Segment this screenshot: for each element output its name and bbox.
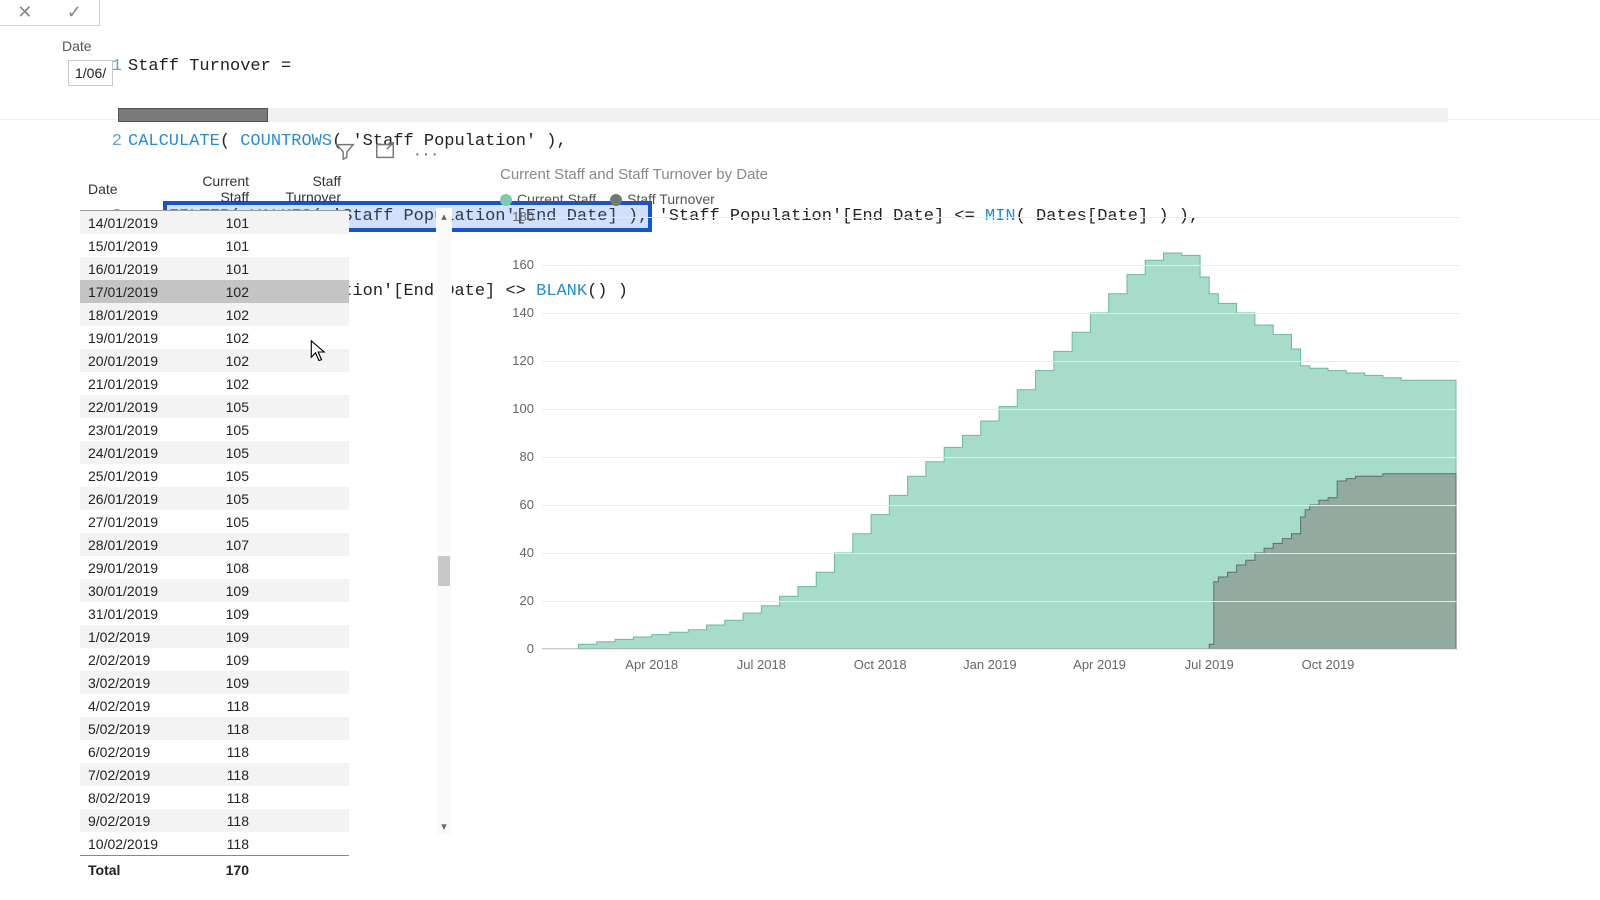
table-row[interactable]: 19/01/2019102	[80, 326, 349, 349]
table-row[interactable]: 1/02/2019109	[80, 625, 349, 648]
scroll-down-icon[interactable]: ▾	[436, 818, 452, 834]
table-row[interactable]: 3/02/2019109	[80, 671, 349, 694]
table-row[interactable]: 5/02/2019118	[80, 717, 349, 740]
table-row[interactable]: 10/02/2019118	[80, 832, 349, 855]
col-current-staff[interactable]: Current Staff	[166, 168, 257, 211]
y-tick-label: 80	[500, 449, 534, 464]
y-tick-label: 120	[500, 353, 534, 368]
table-row[interactable]: 7/02/2019118	[80, 763, 349, 786]
legend-item-turnover[interactable]: Staff Turnover	[610, 191, 715, 207]
formula-bar-region: ✕ ✓ Date 1/06/ 1Staff Turnover = 2CALCUL…	[0, 0, 1600, 120]
table-vertical-scrollbar[interactable]: ▴ ▾	[436, 208, 452, 834]
x-tick-label: Apr 2019	[1073, 657, 1126, 672]
table-row[interactable]: 28/01/2019107	[80, 533, 349, 556]
x-tick-label: Apr 2018	[625, 657, 678, 672]
vscroll-thumb[interactable]	[438, 556, 450, 586]
more-icon[interactable]: ···	[414, 143, 440, 166]
table-row[interactable]: 25/01/2019105	[80, 464, 349, 487]
focus-icon[interactable]	[374, 140, 396, 168]
y-tick-label: 20	[500, 593, 534, 608]
table-row[interactable]: 31/01/2019109	[80, 602, 349, 625]
table-row[interactable]: 2/02/2019109	[80, 648, 349, 671]
table-visual[interactable]: Date Current Staff Staff Turnover 14/01/…	[80, 168, 435, 868]
col-staff-turnover[interactable]: Staff Turnover	[257, 168, 349, 211]
formula-horizontal-scrollbar[interactable]	[118, 108, 1448, 122]
table-row[interactable]: 18/01/2019102	[80, 303, 349, 326]
chart-legend: Current Staff Staff Turnover	[500, 191, 1480, 207]
table-row[interactable]: 16/01/2019101	[80, 257, 349, 280]
table-row[interactable]: 22/01/2019105	[80, 395, 349, 418]
filter-icon[interactable]	[334, 140, 356, 168]
table-row[interactable]: 8/02/2019118	[80, 786, 349, 809]
table-row[interactable]: 6/02/2019118	[80, 740, 349, 763]
table-total-row: Total 170	[80, 856, 349, 885]
table-row[interactable]: 9/02/2019118	[80, 809, 349, 832]
accept-icon[interactable]: ✓	[50, 0, 100, 25]
table-row[interactable]: 4/02/2019118	[80, 694, 349, 717]
formula-commit-buttons: ✕ ✓	[0, 0, 100, 26]
area-chart-visual[interactable]: Current Staff and Staff Turnover by Date…	[500, 166, 1480, 746]
table-row[interactable]: 14/01/2019101	[80, 211, 349, 235]
y-tick-label: 40	[500, 545, 534, 560]
table-row[interactable]: 30/01/2019109	[80, 579, 349, 602]
table-row[interactable]: 15/01/2019101	[80, 234, 349, 257]
table-row[interactable]: 21/01/2019102	[80, 372, 349, 395]
total-value: 170	[178, 856, 257, 885]
scroll-up-icon[interactable]: ▴	[436, 208, 452, 224]
visual-header-icons: ···	[334, 140, 440, 168]
legend-item-current[interactable]: Current Staff	[500, 191, 596, 207]
data-table: Date Current Staff Staff Turnover 14/01/…	[80, 168, 349, 855]
y-tick-label: 100	[500, 401, 534, 416]
table-row[interactable]: 17/01/2019102	[80, 280, 349, 303]
col-date[interactable]: Date	[80, 168, 166, 211]
table-row[interactable]: 23/01/2019105	[80, 418, 349, 441]
y-tick-label: 160	[500, 257, 534, 272]
table-row[interactable]: 29/01/2019108	[80, 556, 349, 579]
chart-plot-area: 0 20 40 60 80 100 120 140 160 180 Apr 2018 Jul 2018…	[500, 209, 1460, 679]
report-canvas: ··· Date Current Staff Staff Turnover 14…	[0, 130, 1600, 900]
x-tick-label: Jan 2019	[963, 657, 1017, 672]
y-tick-label: 0	[500, 641, 534, 656]
y-tick-label: 60	[500, 497, 534, 512]
table-row[interactable]: 26/01/2019105	[80, 487, 349, 510]
table-header-row: Date Current Staff Staff Turnover	[80, 168, 349, 211]
table-row[interactable]: 27/01/2019105	[80, 510, 349, 533]
cancel-icon[interactable]: ✕	[0, 0, 50, 25]
y-tick-label: 180	[500, 209, 534, 224]
x-tick-label: Oct 2019	[1302, 657, 1355, 672]
table-row[interactable]: 24/01/2019105	[80, 441, 349, 464]
table-row[interactable]: 20/01/2019102	[80, 349, 349, 372]
total-label: Total	[80, 856, 178, 885]
x-tick-label: Jul 2018	[737, 657, 786, 672]
chart-title: Current Staff and Staff Turnover by Date	[500, 166, 1480, 183]
y-tick-label: 140	[500, 305, 534, 320]
date-filter-label: Date	[62, 38, 92, 54]
hscroll-thumb[interactable]	[118, 108, 268, 122]
x-tick-label: Jul 2019	[1185, 657, 1234, 672]
x-tick-label: Oct 2018	[854, 657, 907, 672]
